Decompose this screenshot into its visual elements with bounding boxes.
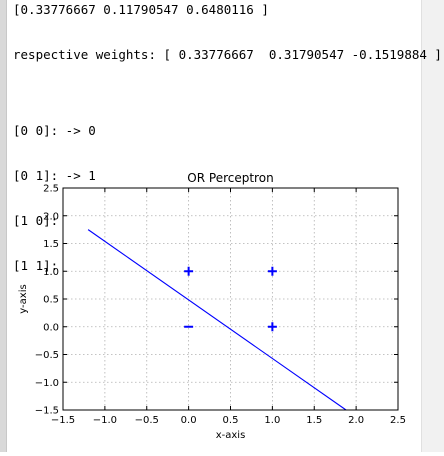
plus-marker bbox=[267, 266, 277, 276]
y-tick-label: −0.5 bbox=[35, 350, 59, 361]
right-scroll-edge[interactable] bbox=[421, 0, 444, 452]
x-tick-label: 0.5 bbox=[223, 415, 239, 426]
or-perceptron-chart: −1.5 −1.0 −0.5 0.0 0.5 1.0 1.5 2.0 2.5 −1.5 −1.0 −0… bbox=[18, 171, 406, 441]
x-axis-label: x-axis bbox=[216, 430, 246, 441]
x-tick-label: −0.5 bbox=[135, 415, 159, 426]
y-tick-label: 2.0 bbox=[43, 211, 59, 222]
output-weights-line: respective weights: [ 0.33776667 0.31790… bbox=[13, 47, 442, 62]
x-tick-label: −1.5 bbox=[51, 415, 75, 426]
y-tick-label: 1.5 bbox=[43, 239, 59, 250]
output-line-top: [0.33776667 0.11790547 0.6480116 ] bbox=[13, 2, 269, 17]
y-axis-label: y-axis bbox=[18, 284, 29, 313]
y-tick-label: −1.0 bbox=[35, 378, 59, 389]
y-tick-label: 0.5 bbox=[43, 295, 59, 306]
left-gutter bbox=[0, 0, 7, 452]
x-tick-label: 0.0 bbox=[181, 415, 197, 426]
plus-marker bbox=[184, 266, 194, 276]
truth-table-row: [0 0]: -> 0 bbox=[13, 123, 96, 138]
plus-marker bbox=[267, 322, 277, 332]
y-tick-label: 2.5 bbox=[43, 184, 59, 195]
chart-title: OR Perceptron bbox=[187, 171, 273, 185]
plot-figure: −1.5 −1.0 −0.5 0.0 0.5 1.0 1.5 2.0 2.5 −1.5 −1.0 −0… bbox=[0, 165, 422, 452]
y-tick-label: −1.5 bbox=[35, 406, 59, 417]
x-tick-label: 1.5 bbox=[306, 415, 322, 426]
decision-boundary-line bbox=[87, 229, 347, 411]
y-tick-label: 0.0 bbox=[43, 322, 59, 333]
truth-table-row: [0 1]: -> 1 bbox=[13, 168, 96, 183]
x-tick-label: 1.0 bbox=[264, 415, 280, 426]
x-tick-label: −1.0 bbox=[93, 415, 117, 426]
x-tick-label: 2.5 bbox=[390, 415, 406, 426]
x-tick-label: 2.0 bbox=[348, 415, 364, 426]
y-tick-label: 1.0 bbox=[43, 267, 59, 278]
